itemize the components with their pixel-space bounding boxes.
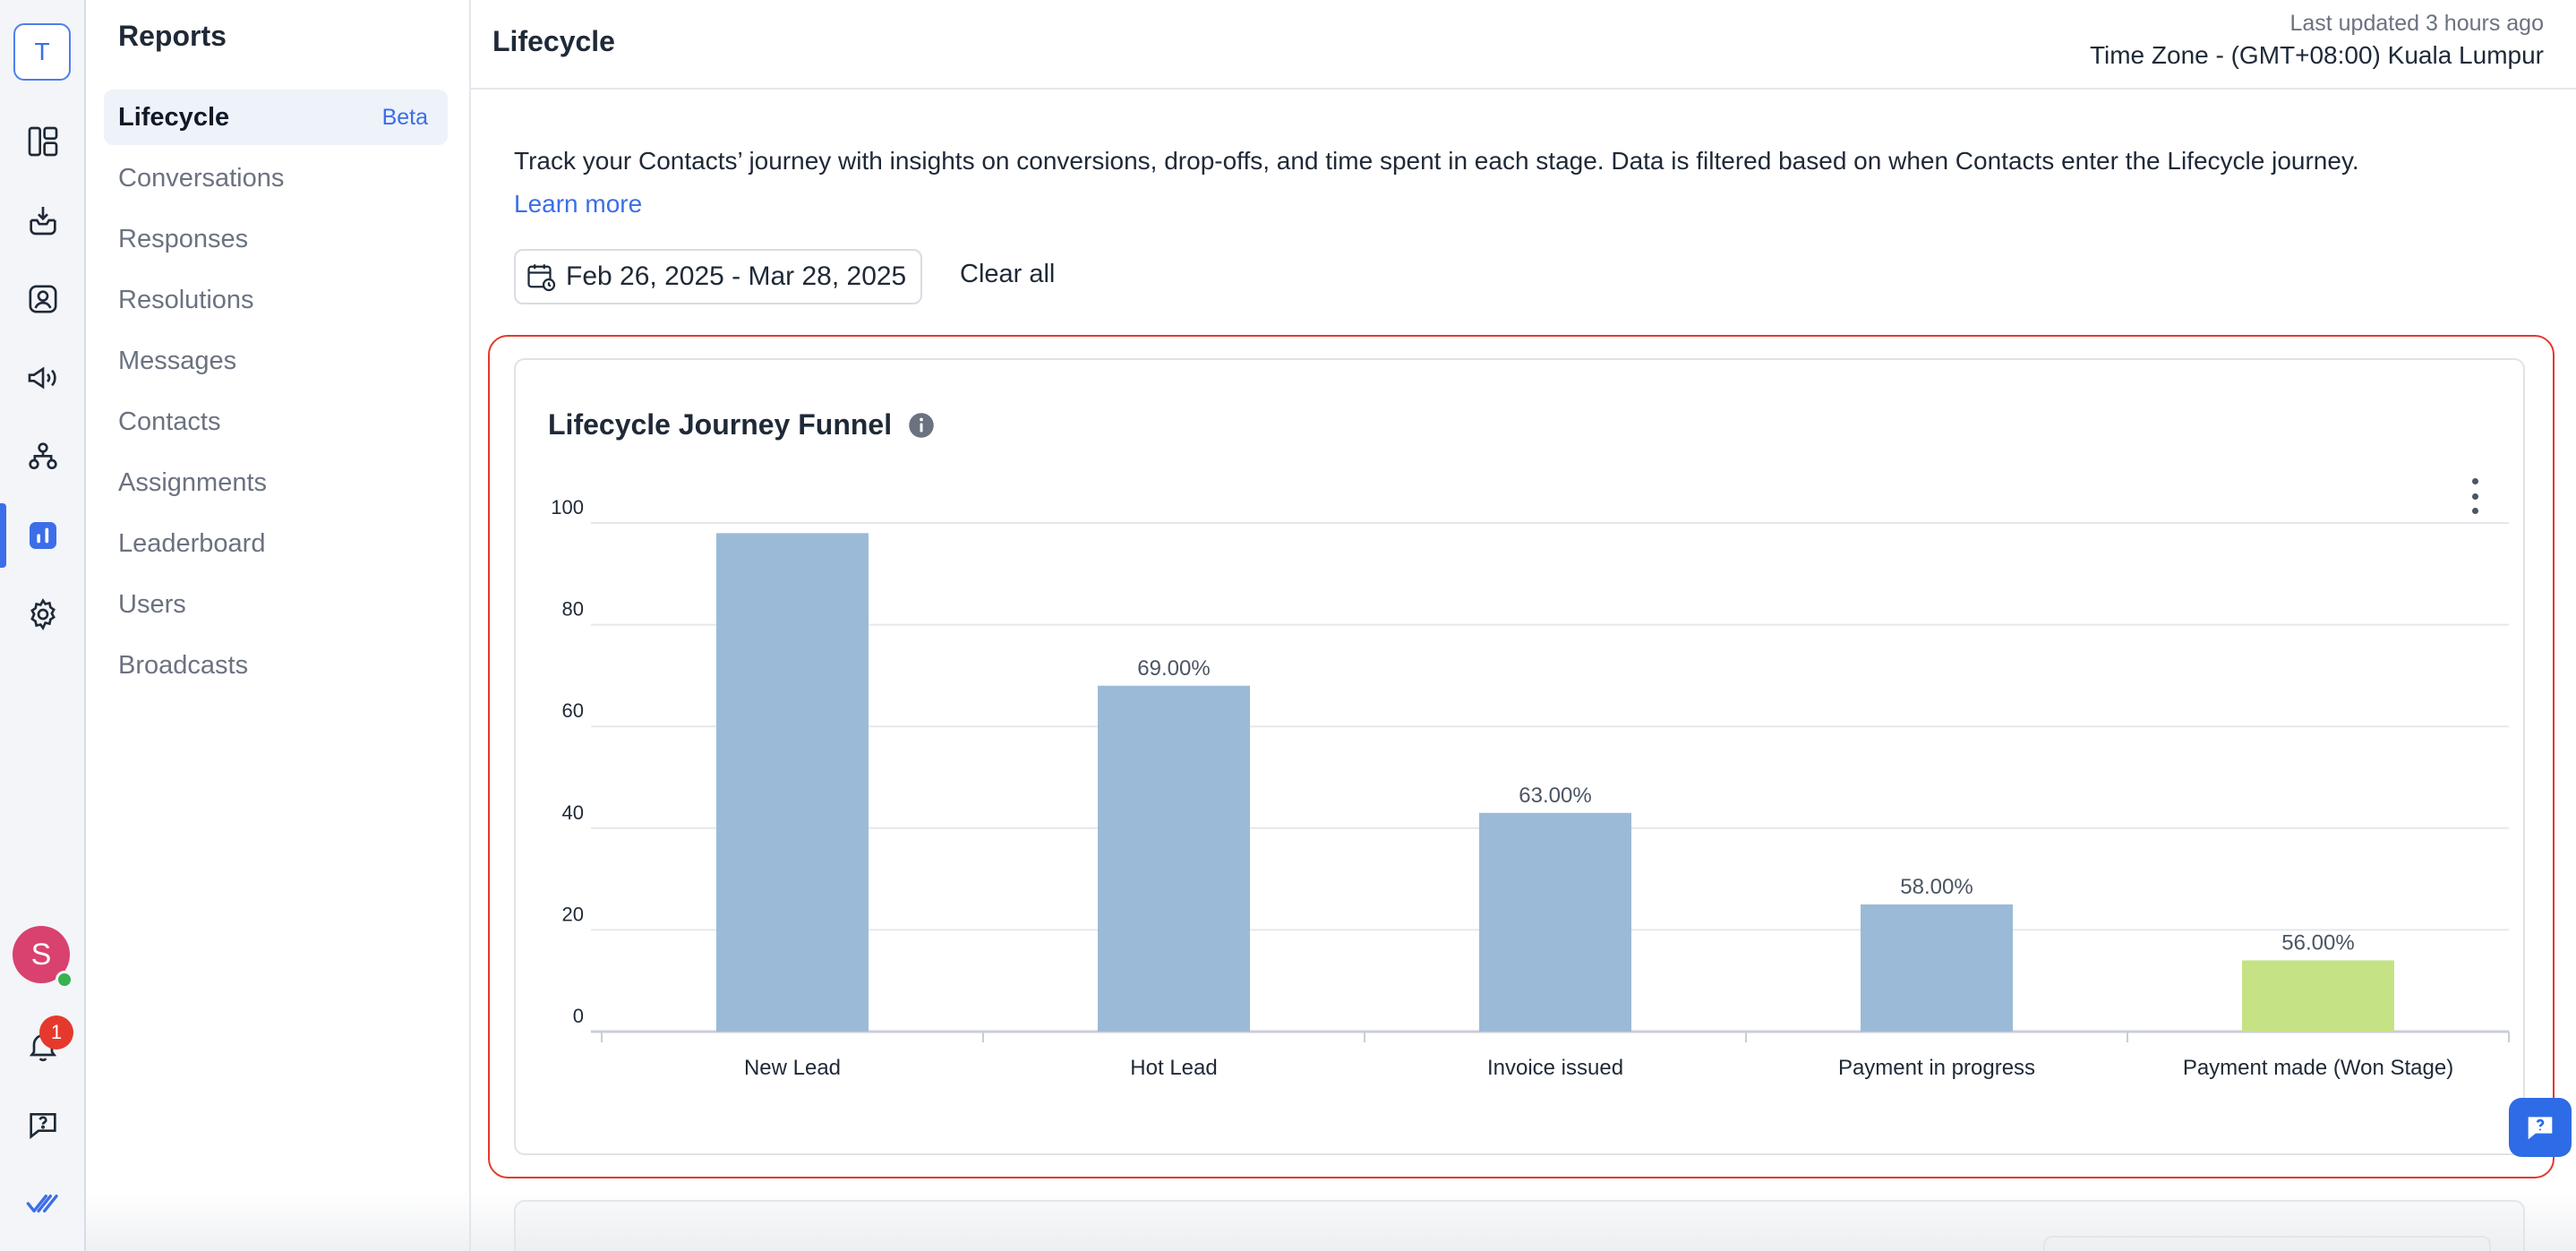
y-tick-label: 0: [573, 1005, 584, 1027]
main-content: Lifecycle Last updated 3 hours ago Time …: [471, 0, 2576, 1251]
date-range-picker[interactable]: Feb 26, 2025 - Mar 28, 2025: [514, 249, 922, 304]
dashboard-icon[interactable]: [21, 120, 64, 163]
x-tick-label: Payment made (Won Stage): [2183, 1056, 2453, 1080]
funnel-card: Lifecycle Journey Funnel 0 20 40 60 80 100 New…: [514, 358, 2525, 1155]
funnel-bar: [1479, 812, 1631, 1032]
active-indicator: [0, 503, 6, 568]
date-range-text: Feb 26, 2025 - Mar 28, 2025: [566, 261, 907, 291]
sidebar-item-messages[interactable]: Messages: [104, 333, 448, 389]
funnel-bar: [1098, 685, 1250, 1032]
description-text: Track your Contacts’ journey with insigh…: [514, 147, 2359, 175]
icon-rail: T S 1: [0, 0, 86, 1251]
clear-all-button[interactable]: Clear all: [960, 260, 1056, 288]
x-tick-label: Payment in progress: [1838, 1056, 2035, 1080]
sidebar-item-label: Resolutions: [118, 285, 254, 314]
info-icon[interactable]: [908, 412, 935, 439]
sidebar-title: Reports: [118, 20, 227, 52]
sidebar-item-label: Users: [118, 589, 186, 619]
timezone-text: Time Zone - (GMT+08:00) Kuala Lumpur: [2089, 41, 2544, 69]
y-tick-label: 80: [562, 598, 584, 621]
sidebar-item-label: Lifecycle: [118, 102, 230, 132]
calendar-icon: [527, 264, 556, 292]
sidebar-item-assignments[interactable]: Assignments: [104, 455, 448, 510]
y-tick-label: 100: [551, 496, 584, 518]
page-description: Track your Contacts’ journey with insigh…: [514, 140, 2537, 226]
workflows-icon[interactable]: [21, 435, 64, 478]
highlight-outline: [488, 335, 2555, 1178]
support-chat-button[interactable]: [2509, 1098, 2572, 1157]
learn-more-link[interactable]: Learn more: [514, 190, 643, 218]
more-options-icon[interactable]: [2466, 478, 2484, 514]
y-tick-label: 60: [562, 699, 584, 722]
brand-logo-icon: [21, 1182, 64, 1225]
page-header: Lifecycle Last updated 3 hours ago Time …: [471, 0, 2576, 90]
question-chat-icon: [2528, 1117, 2553, 1140]
sidebar-item-contacts[interactable]: Contacts: [104, 394, 448, 450]
card-title-row: Lifecycle Journey Funnel: [548, 408, 935, 441]
contacts-icon[interactable]: [21, 278, 64, 321]
x-tick-label: New Lead: [744, 1056, 841, 1080]
data-label: 69.00%: [1137, 656, 1210, 681]
page-title: Lifecycle: [492, 25, 615, 57]
data-label: 56.00%: [2281, 930, 2354, 955]
card-title: Lifecycle Journey Funnel: [548, 408, 893, 441]
last-updated-text: Last updated 3 hours ago: [2289, 11, 2544, 36]
workspace-badge[interactable]: T: [13, 23, 71, 81]
data-label: 63.00%: [1519, 784, 1591, 808]
x-tick-label: Hot Lead: [1130, 1056, 1217, 1080]
y-tick-label: 20: [562, 903, 584, 925]
broadcast-icon[interactable]: [21, 356, 64, 399]
funnel-bar: [2242, 960, 2394, 1032]
secondary-card-control[interactable]: [2043, 1236, 2491, 1251]
sidebar-item-label: Leaderboard: [118, 528, 266, 558]
sidebar-item-label: Conversations: [118, 163, 285, 193]
sidebar-item-label: Contacts: [118, 407, 221, 436]
sidebar-item-label: Messages: [118, 346, 237, 375]
sidebar-item-leaderboard[interactable]: Leaderboard: [104, 516, 448, 571]
sidebar-item-responses[interactable]: Responses: [104, 211, 448, 267]
sidebar-item-resolutions[interactable]: Resolutions: [104, 272, 448, 328]
notification-badge: 1: [39, 1015, 73, 1050]
user-avatar[interactable]: S: [13, 926, 70, 983]
help-chat-icon[interactable]: [21, 1103, 64, 1146]
settings-icon[interactable]: [21, 593, 64, 636]
funnel-bar: [1861, 904, 2013, 1032]
sidebar-item-lifecycle[interactable]: Lifecycle Beta: [104, 90, 448, 145]
beta-badge: Beta: [381, 104, 428, 130]
x-tick-label: Invoice issued: [1487, 1056, 1623, 1080]
funnel-bar-chart: 0 20 40 60 80 100 New Lead 69.00% Hot Lead 63.00%…: [551, 496, 2510, 1080]
sidebar-item-label: Assignments: [118, 467, 268, 497]
funnel-bar: [716, 533, 869, 1032]
sidebar-item-label: Responses: [118, 224, 249, 253]
sidebar-item-conversations[interactable]: Conversations: [104, 150, 448, 206]
y-tick-label: 40: [562, 801, 584, 824]
secondary-card: [514, 1200, 2525, 1251]
online-status-dot: [56, 971, 73, 989]
sidebar-item-users[interactable]: Users: [104, 577, 448, 632]
sidebar-item-label: Broadcasts: [118, 650, 249, 680]
inbox-icon[interactable]: [21, 199, 64, 242]
data-label: 58.00%: [1900, 875, 1973, 899]
reports-sidebar: Reports Lifecycle Beta Conversations Res…: [86, 0, 471, 1251]
sidebar-item-broadcasts[interactable]: Broadcasts: [104, 638, 448, 693]
reports-icon[interactable]: [21, 514, 64, 557]
